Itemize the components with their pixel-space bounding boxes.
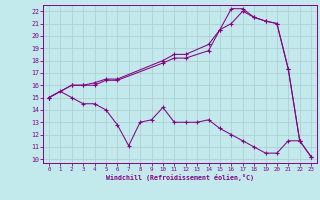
X-axis label: Windchill (Refroidissement éolien,°C): Windchill (Refroidissement éolien,°C) [106, 174, 254, 181]
